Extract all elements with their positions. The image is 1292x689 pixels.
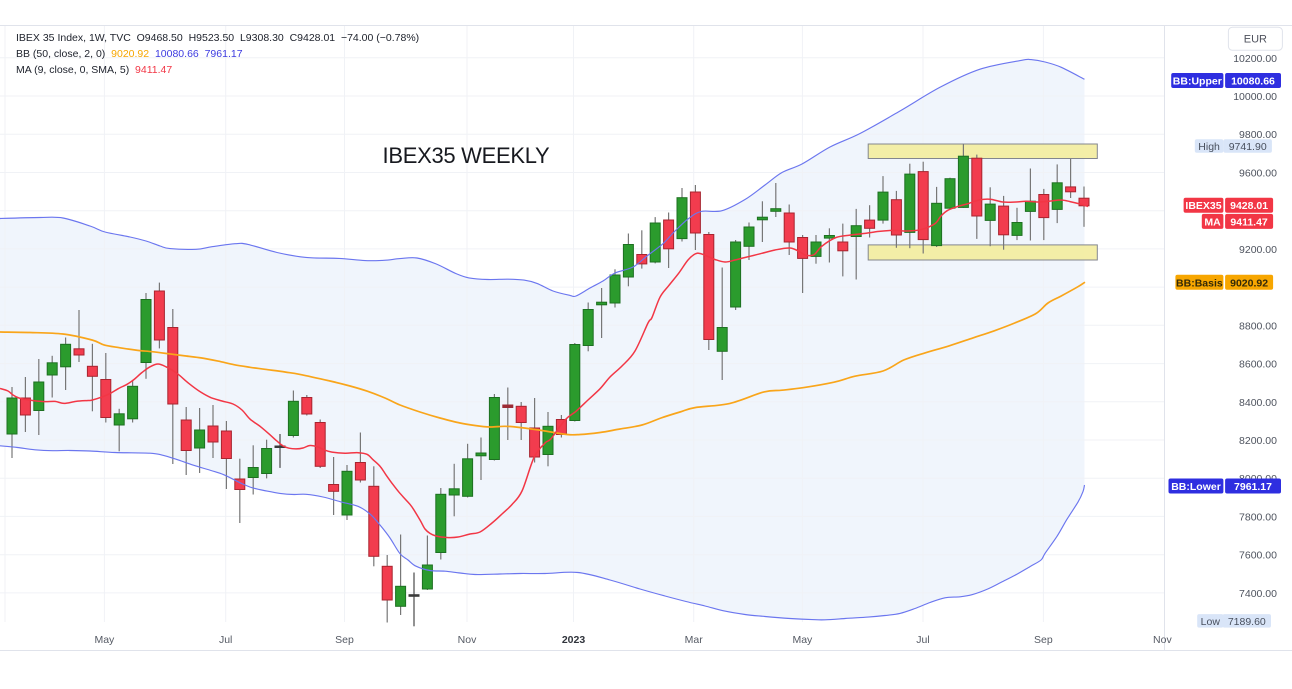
svg-text:8400.00: 8400.00 (1239, 397, 1277, 409)
svg-text:7189.60: 7189.60 (1228, 616, 1266, 628)
svg-text:BB:Lower: BB:Lower (1171, 481, 1221, 493)
svg-text:MA: MA (1204, 216, 1221, 228)
svg-text:10200.00: 10200.00 (1233, 53, 1277, 65)
svg-text:8800.00: 8800.00 (1239, 320, 1277, 332)
svg-text:9428.01: 9428.01 (1230, 200, 1268, 212)
svg-text:IBEX 35 Index, 1W, TVC O9468.: IBEX 35 Index, 1W, TVC O9468.50 H9523.50… (16, 32, 419, 44)
svg-text:Sep: Sep (1034, 634, 1053, 646)
svg-text:10000.00: 10000.00 (1233, 91, 1277, 103)
svg-text:BB:Basis: BB:Basis (1176, 277, 1223, 289)
svg-text:Mar: Mar (685, 634, 704, 646)
svg-text:High: High (1198, 141, 1220, 153)
svg-text:Jul: Jul (916, 634, 929, 646)
svg-text:May: May (792, 634, 813, 646)
svg-text:9741.90: 9741.90 (1229, 141, 1267, 153)
svg-text:MA (9, close, 0, SMA, 5) 9411: MA (9, close, 0, SMA, 5) 9411.47 (16, 64, 172, 76)
svg-text:8200.00: 8200.00 (1239, 435, 1277, 447)
svg-text:BB (50, close, 2, 0) 9020.92: BB (50, close, 2, 0) 9020.92 10080.66 79… (16, 48, 243, 60)
svg-text:EUR: EUR (1244, 34, 1267, 46)
svg-text:7400.00: 7400.00 (1239, 588, 1277, 600)
svg-text:IBEX35: IBEX35 (1185, 200, 1221, 212)
svg-text:7961.17: 7961.17 (1234, 481, 1272, 493)
svg-text:2023: 2023 (562, 634, 586, 646)
svg-text:Nov: Nov (1153, 634, 1172, 646)
svg-text:IBEX35 WEEKLY: IBEX35 WEEKLY (383, 143, 551, 168)
svg-text:9600.00: 9600.00 (1239, 168, 1277, 180)
svg-text:Low: Low (1201, 616, 1221, 628)
svg-text:7800.00: 7800.00 (1239, 511, 1277, 523)
svg-text:9411.47: 9411.47 (1230, 216, 1268, 228)
svg-text:8600.00: 8600.00 (1239, 359, 1277, 371)
svg-text:10080.66: 10080.66 (1231, 76, 1275, 88)
svg-text:9200.00: 9200.00 (1239, 244, 1277, 256)
svg-text:BB:Upper: BB:Upper (1173, 76, 1222, 88)
svg-text:9800.00: 9800.00 (1239, 129, 1277, 141)
svg-text:Nov: Nov (458, 634, 477, 646)
svg-text:Sep: Sep (335, 634, 354, 646)
svg-text:May: May (94, 634, 115, 646)
svg-text:9020.92: 9020.92 (1230, 277, 1268, 289)
svg-text:Jul: Jul (219, 634, 232, 646)
svg-text:7600.00: 7600.00 (1239, 550, 1277, 562)
